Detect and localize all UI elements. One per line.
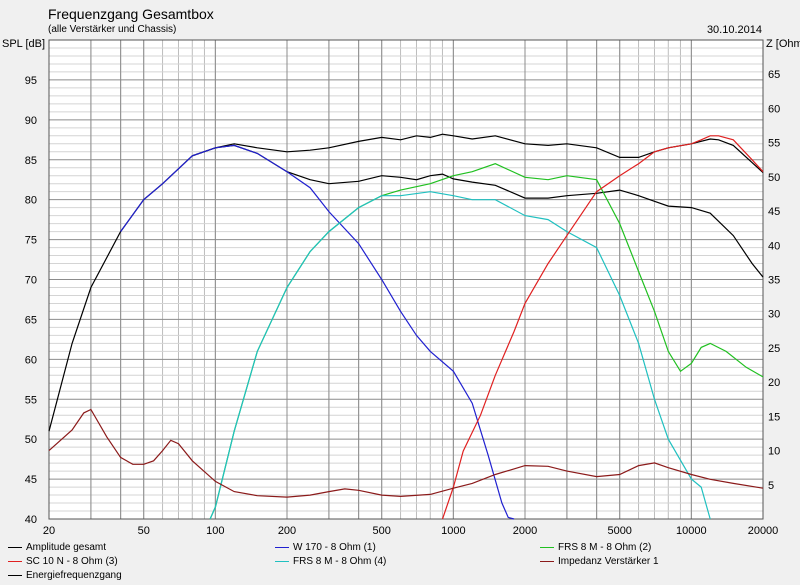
y-tick-label: 65 [25, 314, 37, 326]
legend-swatch [8, 546, 22, 548]
y-tick-label: 60 [25, 354, 37, 366]
x-tick-label: 2000 [513, 525, 537, 537]
y-axis-label-right: Z [Ohm] [766, 38, 800, 50]
legend-label: Energiefrequenzgang [26, 570, 122, 581]
legend-label: FRS 8 M - 8 Ohm (2) [558, 542, 652, 553]
y-tick-label: 70 [25, 275, 37, 287]
y-tick-label: 55 [25, 394, 37, 406]
y2-tick-label: 55 [768, 138, 780, 150]
y-tick-label: 75 [25, 235, 37, 247]
legend-item-w170: W 170 - 8 Ohm (1) [275, 542, 376, 553]
y-tick-label: 45 [25, 474, 37, 486]
x-tick-label: 500 [373, 525, 391, 537]
x-tick-label: 20 [43, 525, 55, 537]
plot-border [48, 39, 764, 520]
y2-tick-label: 20 [768, 377, 780, 389]
legend-item-sc10: SC 10 N - 8 Ohm (3) [8, 556, 118, 567]
y-tick-label: 80 [25, 195, 37, 207]
chart-subtitle: (alle Verstärker und Chassis) [48, 24, 177, 35]
y2-tick-label: 10 [768, 446, 780, 458]
chart-date: 30.10.2014 [706, 24, 762, 36]
legend-label: SC 10 N - 8 Ohm (3) [26, 556, 118, 567]
y2-tick-label: 15 [768, 411, 780, 423]
y2-tick-label: 35 [768, 275, 780, 287]
y2-tick-label: 5 [768, 480, 774, 492]
y-tick-label: 90 [25, 115, 37, 127]
legend-swatch [275, 560, 289, 562]
y-tick-label: 40 [25, 514, 37, 526]
x-tick-label: 200 [278, 525, 296, 537]
legend-swatch [8, 560, 22, 562]
legend-label: FRS 8 M - 8 Ohm (4) [293, 556, 387, 567]
y-tick-label: 50 [25, 434, 37, 446]
y2-tick-label: 50 [768, 172, 780, 184]
y-axis-label-left: SPL [dB] [2, 38, 46, 50]
y2-tick-label: 45 [768, 206, 780, 218]
y2-tick-label: 60 [768, 103, 780, 115]
y2-tick-label: 65 [768, 69, 780, 81]
series-line-impedance [48, 408, 764, 498]
legend-swatch [275, 546, 289, 548]
legend-swatch [540, 546, 554, 548]
legend-item-frs4: FRS 8 M - 8 Ohm (4) [275, 556, 386, 567]
y-tick-label: 95 [25, 75, 37, 87]
x-tick-label: 1000 [441, 525, 465, 537]
legend-swatch [540, 560, 554, 562]
legend-item-energy: Energiefrequenzgang [8, 570, 122, 581]
x-tick-label: 50 [138, 525, 150, 537]
y-tick-label: 85 [25, 155, 37, 167]
chart-legend: Amplitude gesamt SC 10 N - 8 Ohm (3) Ene… [0, 539, 800, 585]
series-line-w170 [120, 144, 515, 520]
chart-title: Frequenzgang Gesamtbox [48, 6, 214, 22]
legend-item-total: Amplitude gesamt [8, 542, 106, 553]
x-tick-label: 100 [206, 525, 224, 537]
series-line-frs4 [209, 191, 711, 520]
legend-label: W 170 - 8 Ohm (1) [293, 542, 376, 553]
legend-label: Impedanz Verstärker 1 [558, 556, 659, 567]
x-tick-label: 20000 [748, 525, 779, 537]
series-line-sc10 [441, 135, 764, 520]
x-tick-label: 10000 [676, 525, 707, 537]
y2-tick-label: 30 [768, 309, 780, 321]
y2-tick-label: 25 [768, 343, 780, 355]
legend-item-impedance: Impedanz Verstärker 1 [540, 556, 659, 567]
legend-label: Amplitude gesamt [26, 542, 107, 553]
y2-tick-label: 40 [768, 240, 780, 252]
x-tick-label: 5000 [607, 525, 631, 537]
series-line-energy [192, 144, 764, 278]
legend-swatch [8, 574, 22, 576]
legend-item-frs2: FRS 8 M - 8 Ohm (2) [540, 542, 651, 553]
